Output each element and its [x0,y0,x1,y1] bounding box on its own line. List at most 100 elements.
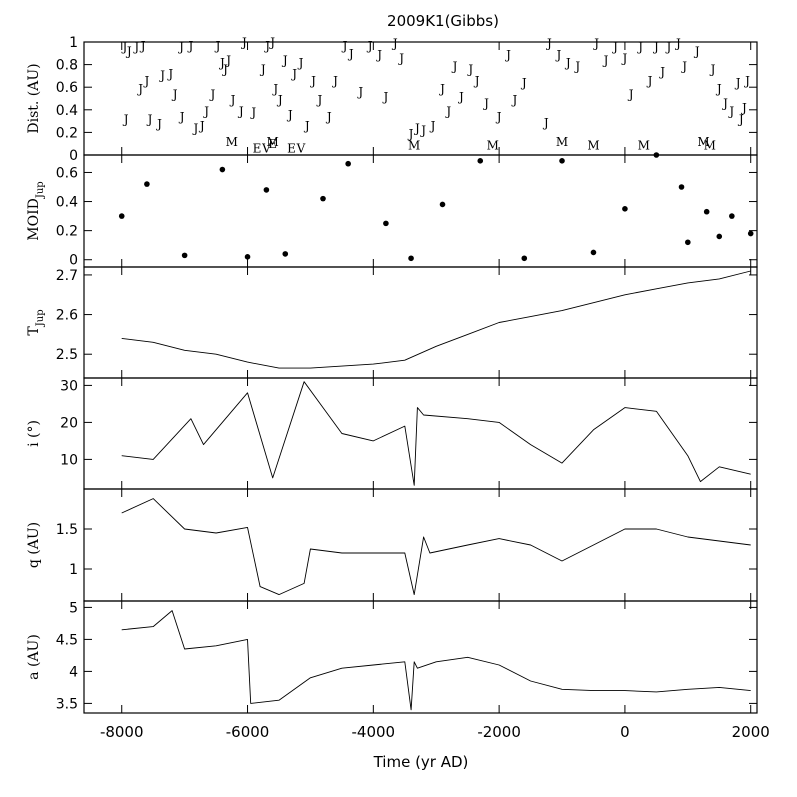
encounter-marker: J [495,110,502,124]
panel-frame [83,600,758,714]
encounter-marker: J [166,67,173,81]
x-tick-label: -4000 [352,723,396,741]
moid-point [181,252,188,259]
encounter-marker: J [734,76,741,90]
x-axis: -8000 -6000 -4000 -2000 0 2000 [100,723,770,741]
encounter-marker: J [693,45,700,59]
moid-point [345,160,351,167]
moid-point [729,213,735,219]
encounter-marker: J [564,56,571,70]
encounter-marker: J [451,59,458,73]
encounter-marker: J [229,93,236,107]
y-axis-label-text: Dist. (AU) [26,63,42,133]
y-tick-label: 0.4 [56,103,78,119]
encounter-marker: J [268,36,275,50]
panel-tjup: 2.5 2.6 2.7 TJup [26,266,758,379]
panel-frame [83,266,758,379]
chart-title: 2009K1(Gibbs) [387,12,499,30]
encounter-marker: J [139,39,146,53]
y-tick-label: 30 [60,378,78,394]
y-tick-label: 4 [69,664,78,680]
moid-point [703,208,710,215]
encounter-marker: J [438,82,445,96]
encounter-marker: M [556,135,568,149]
encounter-marker: J [602,54,609,68]
encounter-marker: J [737,112,744,126]
moid-point [685,239,691,246]
encounter-marker: J [391,37,398,51]
series-line-a [121,610,751,711]
moid-point [118,213,125,219]
encounter-marker: J [482,97,489,111]
y-axis-label: TJup [26,309,46,335]
moid-point [521,255,528,262]
encounter-marker: J [192,121,199,135]
encounter-marker: J [646,74,653,88]
encounter-marker: M [704,138,716,152]
encounter-marker: J [237,104,244,118]
moid-point [622,206,628,212]
encounter-marker: J [325,110,332,124]
y-tick-label: 0.8 [56,58,78,74]
y-axis-label-subscript: Jup [35,309,46,327]
encounter-marker: E [253,142,262,156]
y-tick-label: 5 [69,600,78,616]
moid-point [408,255,414,262]
encounter-marker: J [397,51,404,65]
encounter-marker: J [715,82,722,96]
y-tick-label: 0 [69,253,78,269]
encounter-marker: J [743,74,750,88]
encounter-marker: J [429,119,436,133]
moid-point [653,152,660,158]
encounter-marker: J [221,63,228,77]
encounter-marker: J [721,97,728,111]
encounter-marker: J [214,39,221,53]
encounter-marker: M [487,138,499,152]
encounter-marker: J [142,74,149,88]
encounter-marker: J [218,56,225,70]
y-tick-label: 4.5 [56,632,78,648]
moid-point [144,181,150,187]
panel-moid: 0 0.2 0.4 0.6 MOIDJup [26,152,758,269]
encounter-marker: J [155,117,162,131]
encounter-marker: J [281,54,288,68]
x-tick-label: -2000 [477,723,521,741]
moid-point [716,233,723,240]
encounter-marker: J [473,74,480,88]
encounter-marker: J [122,112,129,126]
encounter-marker: J [158,68,165,82]
encounter-marker: J [375,48,382,62]
encounter-marker: J [466,63,473,77]
encounter-marker: J [297,56,304,70]
panel-frame [83,377,758,490]
encounter-marker: J [136,82,143,96]
y-axis-label-text: T [26,326,42,336]
encounter-marker: J [290,67,297,81]
encounter-marker: J [315,93,322,107]
series-line-tjup [121,270,751,369]
encounter-marker: J [146,112,153,126]
encounter-marker: J [554,48,561,62]
panel-q: 1 1.5 q (AU) [26,488,758,602]
y-axis-label: a (AU) [26,634,42,680]
encounter-marker: J [740,101,747,115]
y-tick-label: 0.6 [56,80,78,96]
panel-frame [83,41,758,156]
moid-point [439,201,446,208]
encounter-marker: J [120,40,127,54]
y-axis-label-text: q (AU) [26,522,42,568]
encounter-marker: J [504,48,511,62]
encounter-marker: J [520,76,527,90]
encounter-marker: J [209,88,216,102]
moid-point [559,158,565,164]
encounter-marker: J [407,127,414,141]
encounter-marker: J [542,116,549,130]
y-tick-label: 0.2 [56,125,78,141]
encounter-marker: J [341,39,348,53]
encounter-marker: J [259,63,266,77]
encounter-marker: J [419,124,426,138]
x-tick-label: 0 [620,723,630,741]
series-line-q [121,498,751,596]
